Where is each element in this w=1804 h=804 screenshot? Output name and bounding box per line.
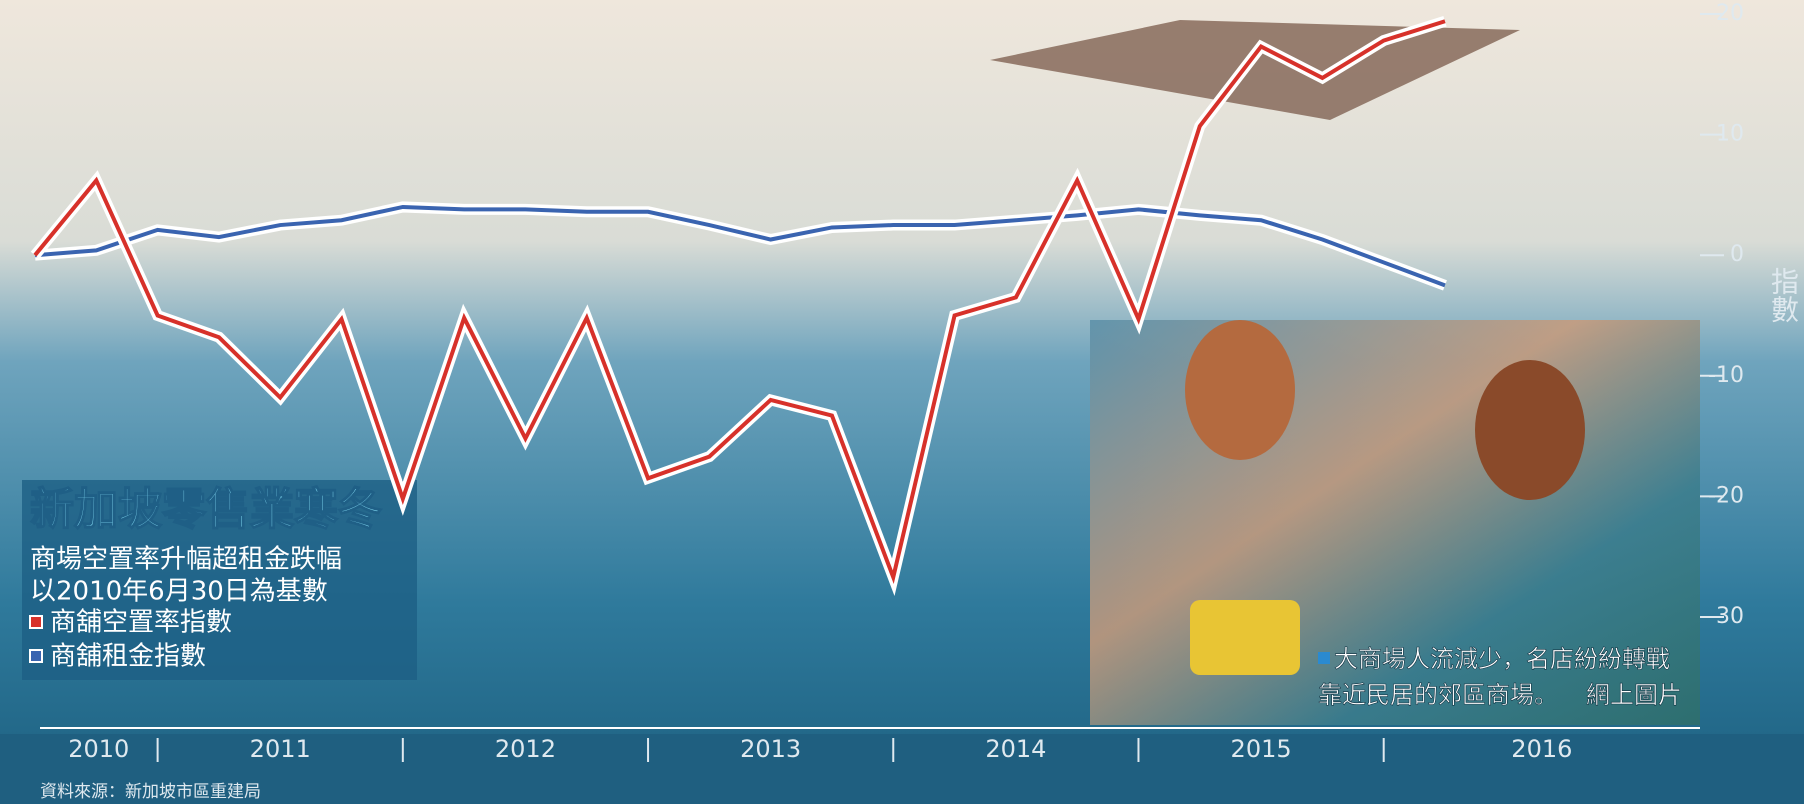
photo-figure (1185, 320, 1295, 460)
caption-credit: 網上圖片 (1586, 681, 1682, 709)
y-tick-label: -30 (1708, 604, 1744, 629)
x-tick-label: 2014 (985, 735, 1046, 763)
x-tick-label: 2011 (250, 735, 311, 763)
subtitle: 商場空置率升幅超租金跌幅 (30, 545, 342, 575)
caption: 靠近民居的郊區商場。 (1318, 681, 1558, 709)
legend-swatch (30, 650, 42, 662)
y-tick-label: 10 (1716, 122, 1744, 147)
source: 資料來源：新加坡市區重建局 (40, 782, 261, 802)
y-tick-label: -20 (1708, 483, 1744, 508)
legend-label: 商舖空置率指數 (50, 608, 232, 638)
legend-label: 商舖租金指數 (50, 642, 206, 672)
x-tick-label: 2013 (740, 735, 801, 763)
x-tick-label: 2016 (1511, 735, 1572, 763)
y-tick-label: 20 (1716, 1, 1744, 26)
caption-mark (1318, 652, 1330, 664)
chart-title: 新加坡零售業寒冬 (30, 484, 382, 535)
y-tick-label: -10 (1708, 363, 1744, 388)
legend-swatch (30, 616, 42, 628)
photo-figure (1475, 360, 1585, 500)
photo-bag (1190, 600, 1300, 675)
chart: 新加坡零售業寒冬 商場空置率升幅超租金跌幅 以2010年6月30日為基數 商舖空… (0, 0, 1804, 804)
caption: 大商場人流減少，名店紛紛轉戰 (1334, 645, 1670, 673)
y-tick-label: 0 (1730, 242, 1744, 267)
x-tick-label: 2015 (1231, 735, 1292, 763)
x-tick-label: 2010 (68, 735, 129, 763)
y-axis-label: 指數 (1767, 267, 1800, 323)
note: 以2010年6月30日為基數 (30, 577, 328, 607)
x-tick-label: 2012 (495, 735, 556, 763)
